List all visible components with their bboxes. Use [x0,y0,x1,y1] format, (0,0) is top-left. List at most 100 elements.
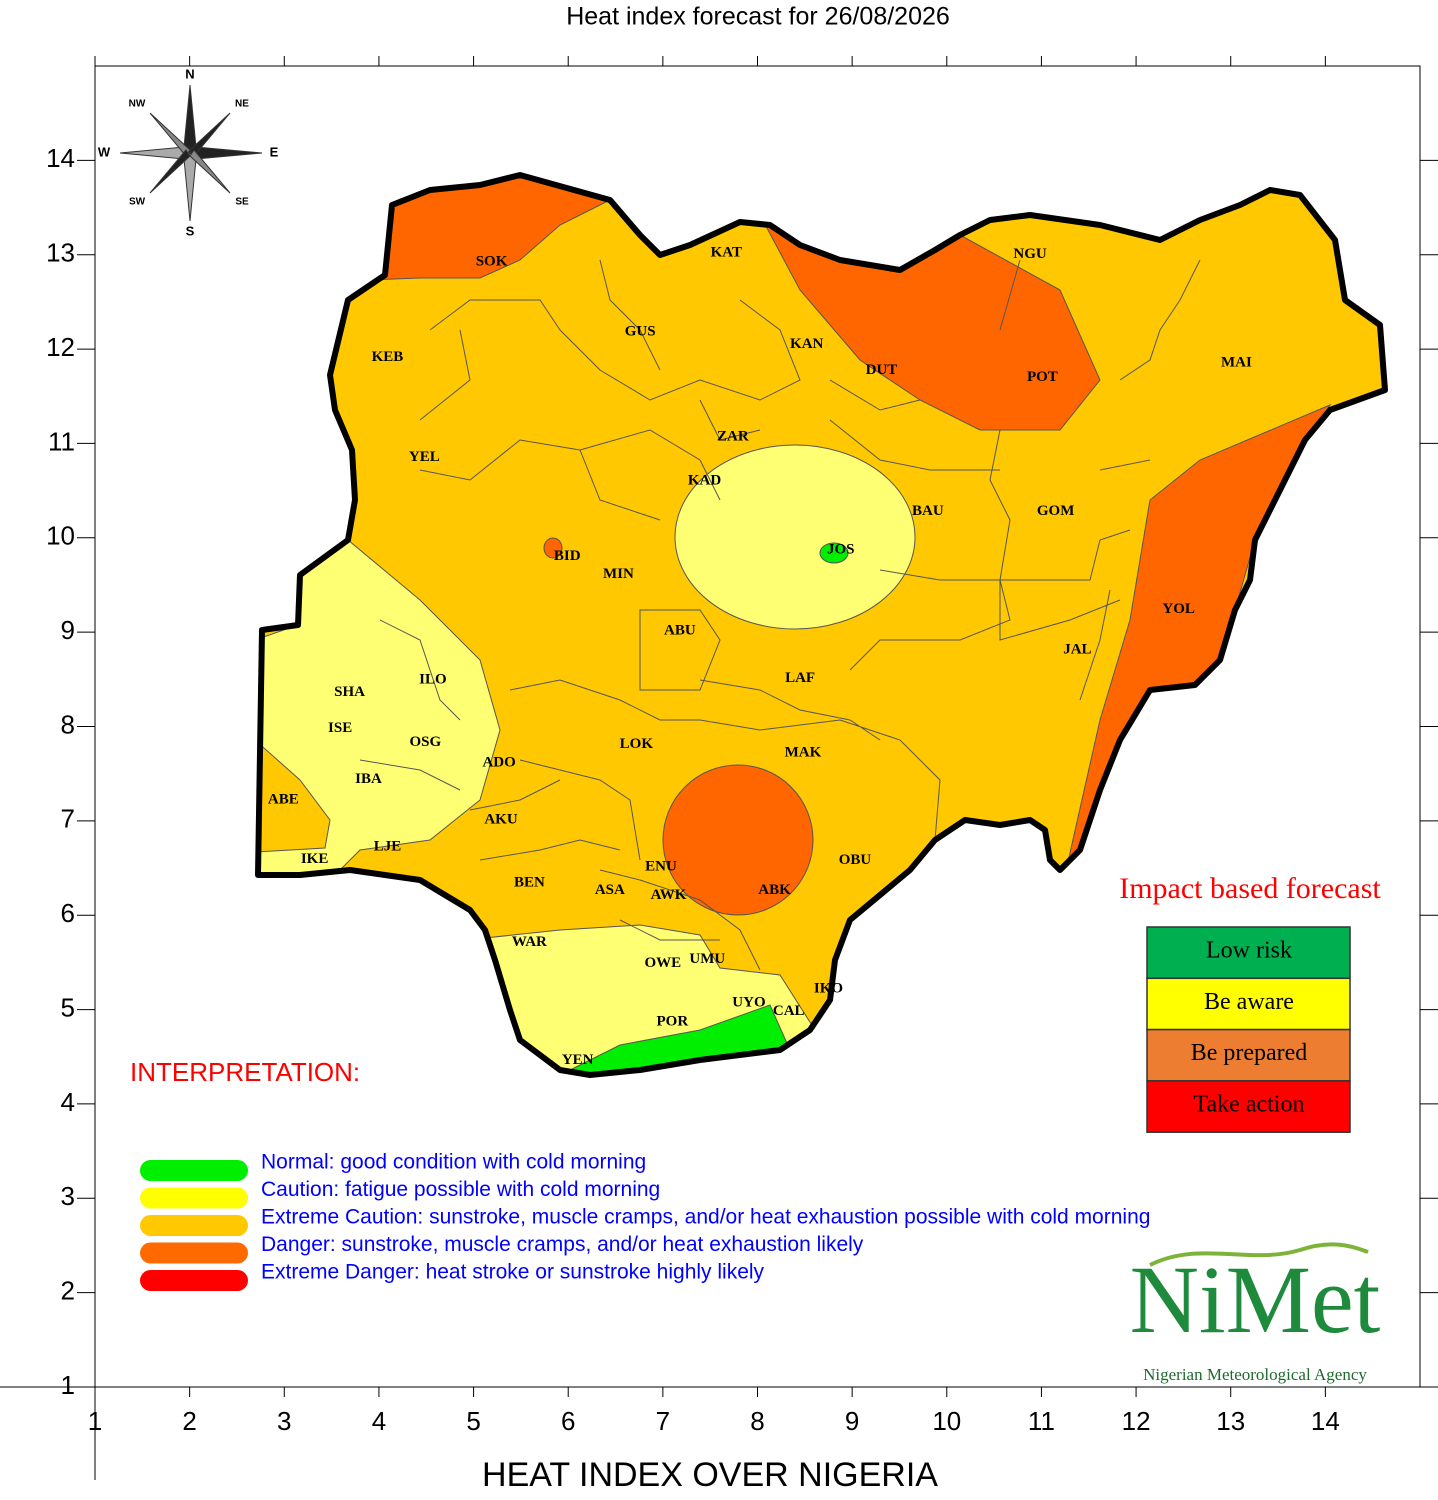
state-label: AWK [651,887,687,903]
state-label: OWE [645,955,682,971]
legend-text: Danger: sunstroke, muscle cramps, and/or… [261,1233,864,1256]
state-label: DUT [866,362,898,378]
x-tick-label: 13 [1216,1406,1245,1436]
x-tick-label: 1 [88,1406,102,1436]
state-label: BAU [912,503,944,519]
x-tick-label: 8 [750,1406,764,1436]
state-label: YOL [1162,601,1195,617]
x-tick-label: 7 [656,1406,670,1436]
y-tick-label: 5 [61,992,75,1022]
state-label: LJE [374,839,402,855]
compass-rose [119,84,263,222]
state-label: MAI [1221,355,1252,371]
impact-level [1146,977,1351,1031]
compass-label: W [98,144,111,159]
state-label: GUS [625,324,656,340]
compass-label: NW [129,99,146,110]
state-label: MAK [785,744,822,760]
x-tick-label: 12 [1122,1406,1151,1436]
legend-text: Normal: good condition with cold morning [261,1151,646,1174]
x-tick-label: 11 [1028,1406,1055,1436]
legend-text: Caution: fatigue possible with cold morn… [261,1178,660,1201]
state-label: KAD [688,473,722,489]
state-label: IKE [301,851,329,867]
y-tick-label: 10 [46,521,75,551]
legend-text: Extreme Caution: sunstroke, muscle cramp… [261,1206,1150,1229]
state-label: LOK [620,736,654,752]
compass-label: E [270,144,279,159]
state-label: SHA [334,684,365,700]
state-label: KAT [711,244,742,260]
state-label: UYO [732,994,765,1010]
state-label: POR [656,1013,688,1029]
zone-normal [819,542,849,564]
impact-label: Take action [1194,1091,1305,1117]
legend-swatch [140,1160,248,1181]
state-label: ENU [645,859,677,875]
state-label: ABE [268,792,299,808]
impact-label: Be aware [1204,989,1294,1015]
impact-label: Be prepared [1191,1040,1308,1066]
x-tick-label: 10 [932,1406,961,1436]
legend-text: Extreme Danger: heat stroke or sunstroke… [261,1261,765,1284]
compass-label: SE [235,197,249,208]
y-tick-label: 12 [46,332,75,362]
state-label: NGU [1013,246,1047,262]
state-label: CAL [773,1003,805,1019]
legend-swatch [140,1215,248,1236]
x-tick-label: 14 [1311,1406,1340,1436]
legend-swatch [140,1242,248,1264]
y-tick-label: 2 [61,1276,75,1306]
x-tick-label: 9 [845,1406,859,1436]
state-label: OBU [839,852,872,868]
state-label: IKO [814,980,843,996]
compass-label: SW [129,197,146,208]
zone-extreme-caution [258,738,331,853]
logo-swoosh [1149,1242,1369,1267]
state-label: POT [1027,369,1058,385]
logo-subtitle: Nigerian Meteorological Agency [1143,1365,1367,1384]
state-label: KAN [790,336,824,352]
state-label: JAL [1063,642,1091,658]
state-label: YEN [562,1052,594,1068]
state-label: ZAR [717,428,749,444]
map-title: Heat index forecast for 26/08/2026 [566,3,950,31]
state-label: ISE [328,720,352,736]
state-label: ILO [419,672,447,688]
state-label: AKU [484,811,518,827]
x-tick-label: 2 [182,1406,196,1436]
y-tick-label: 7 [61,804,75,834]
state-borders [359,259,1201,971]
state-label: ABU [664,623,696,639]
y-tick-label: 1 [61,1370,75,1400]
impact-title: Impact based forecast [1119,872,1381,905]
y-tick-label: 14 [46,143,75,173]
y-tick-label: 8 [61,709,75,739]
state-label: ASA [595,882,625,898]
state-label: BID [554,548,581,564]
zone-caution [674,444,916,630]
state-label: ABK [758,882,791,898]
x-tick-label: 5 [466,1406,480,1436]
impact-level [1146,1080,1351,1133]
state-label: KEB [372,349,404,365]
y-tick-label: 3 [61,1181,75,1211]
y-tick-label: 13 [46,238,75,268]
state-label: YEL [409,449,440,465]
legend-swatch [140,1187,248,1209]
interpretation-title: INTERPRETATION: [130,1057,360,1087]
x-tick-label: 3 [277,1406,291,1436]
state-label: ADO [482,755,515,771]
state-label: LAF [785,670,815,686]
logo-name: NiMet [1130,1246,1381,1353]
impact-level [1146,1028,1351,1082]
state-label: UMU [689,951,725,967]
state-label: OSG [409,734,441,750]
state-label: MIN [603,566,634,582]
state-label: BEN [514,875,545,891]
state-label: IBA [355,771,382,787]
zone-danger [543,537,563,559]
zone-danger [662,764,814,916]
